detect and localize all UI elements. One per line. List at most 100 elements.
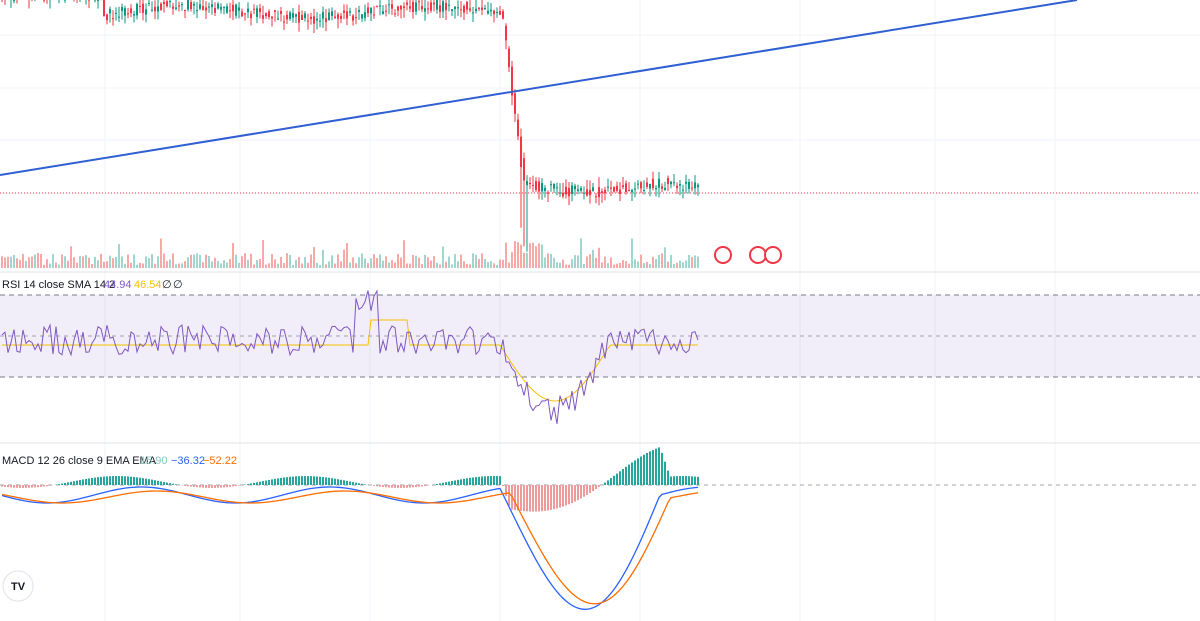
volume-bar: [535, 246, 537, 268]
macd-histogram: [313, 476, 315, 485]
macd-histogram: [274, 478, 276, 485]
candle-body: [634, 188, 636, 190]
volume-bar: [268, 263, 270, 268]
macd-histogram: [325, 477, 327, 485]
volume-bar: [628, 263, 630, 268]
volume-bar: [34, 254, 36, 268]
candle-body: [424, 8, 426, 12]
volume-bar: [673, 263, 675, 268]
macd-histogram: [481, 476, 483, 485]
volume-bar: [43, 264, 45, 268]
macd-histogram: [391, 485, 393, 488]
macd-histogram: [1, 485, 3, 487]
volume-bar: [466, 263, 468, 268]
candle-body: [262, 15, 264, 19]
candle-body: [529, 183, 531, 185]
volume-bar: [355, 263, 357, 268]
candle-body: [409, 6, 411, 9]
candle-body: [103, 0, 105, 16]
candle-body: [499, 11, 501, 15]
macd-histogram: [613, 475, 615, 485]
macd-histogram: [550, 485, 552, 510]
volume-bar: [256, 259, 258, 268]
candle-body: [448, 4, 450, 6]
macd-histogram: [505, 485, 507, 496]
candle-body: [574, 185, 576, 190]
volume-bar: [619, 262, 621, 268]
macd-histogram: [466, 478, 468, 485]
candle-body: [301, 15, 303, 20]
volume-bar: [481, 253, 483, 268]
candle-body: [646, 182, 648, 187]
candle-body: [124, 8, 126, 16]
volume-bar: [262, 240, 264, 268]
macd-histogram: [538, 485, 540, 512]
macd-histogram: [154, 480, 156, 485]
macd-histogram: [13, 485, 15, 488]
candle-body: [628, 189, 630, 191]
volume-bar: [127, 254, 129, 268]
macd-histogram: [433, 484, 435, 485]
volume-bar: [637, 261, 639, 268]
macd-histogram: [448, 481, 450, 485]
macd-histogram: [346, 480, 348, 485]
volume-bar: [457, 261, 459, 268]
macd-histogram: [226, 485, 228, 488]
volume-bar: [79, 255, 81, 268]
volume-bar: [202, 262, 204, 268]
volume-bar: [238, 262, 240, 268]
macd-histogram: [490, 476, 492, 485]
logo[interactable]: TV: [2, 570, 34, 602]
candle-body: [685, 181, 687, 184]
volume-bar: [250, 253, 252, 268]
volume-bar: [622, 260, 624, 268]
volume-bar: [295, 259, 297, 268]
macd-histogram: [556, 485, 558, 509]
volume-bar: [1, 256, 3, 268]
macd-value: −36.32: [171, 455, 205, 467]
candle-body: [325, 18, 327, 22]
volume-bar: [394, 262, 396, 268]
volume-bar: [655, 259, 657, 268]
macd-histogram: [337, 479, 339, 485]
candle-body: [163, 2, 165, 4]
macd-histogram: [454, 480, 456, 485]
volume-bar: [58, 264, 60, 268]
volume-bar: [679, 260, 681, 268]
volume-bar: [580, 238, 582, 268]
volume-bar: [148, 258, 150, 268]
volume-bar: [283, 263, 285, 268]
macd-histogram: [127, 476, 129, 485]
macd-histogram: [214, 485, 216, 488]
macd-histogram: [496, 476, 498, 485]
macd-histogram: [43, 485, 45, 487]
volume-bar: [697, 256, 699, 268]
volume-bar: [307, 262, 309, 268]
rsi-sma-value: 46.54: [134, 279, 162, 291]
volume-bar: [652, 256, 654, 268]
svg-text:TV: TV: [11, 581, 26, 593]
candle-body: [565, 186, 567, 195]
macd-histogram: [187, 485, 189, 487]
volume-bar: [568, 264, 570, 268]
candle-body: [397, 6, 399, 11]
rsi-label: RSI 14 close SMA 14 2: [2, 279, 115, 291]
macd-histogram: [514, 485, 516, 510]
volume-bar: [181, 263, 183, 268]
macd-histogram: [319, 476, 321, 485]
candle-body: [511, 66, 513, 96]
volume-bar: [442, 246, 444, 268]
volume-bar: [25, 261, 27, 268]
macd-histogram: [28, 485, 30, 488]
volume-bar: [526, 252, 528, 268]
macd-histogram: [400, 485, 402, 488]
macd-histogram: [673, 476, 675, 485]
macd-histogram: [535, 485, 537, 512]
volume-bar: [463, 261, 465, 268]
candle-body: [442, 1, 444, 12]
candle-body: [277, 18, 279, 20]
volume-bar: [91, 263, 93, 268]
volume-bar: [172, 253, 174, 268]
macd-histogram: [361, 483, 363, 485]
